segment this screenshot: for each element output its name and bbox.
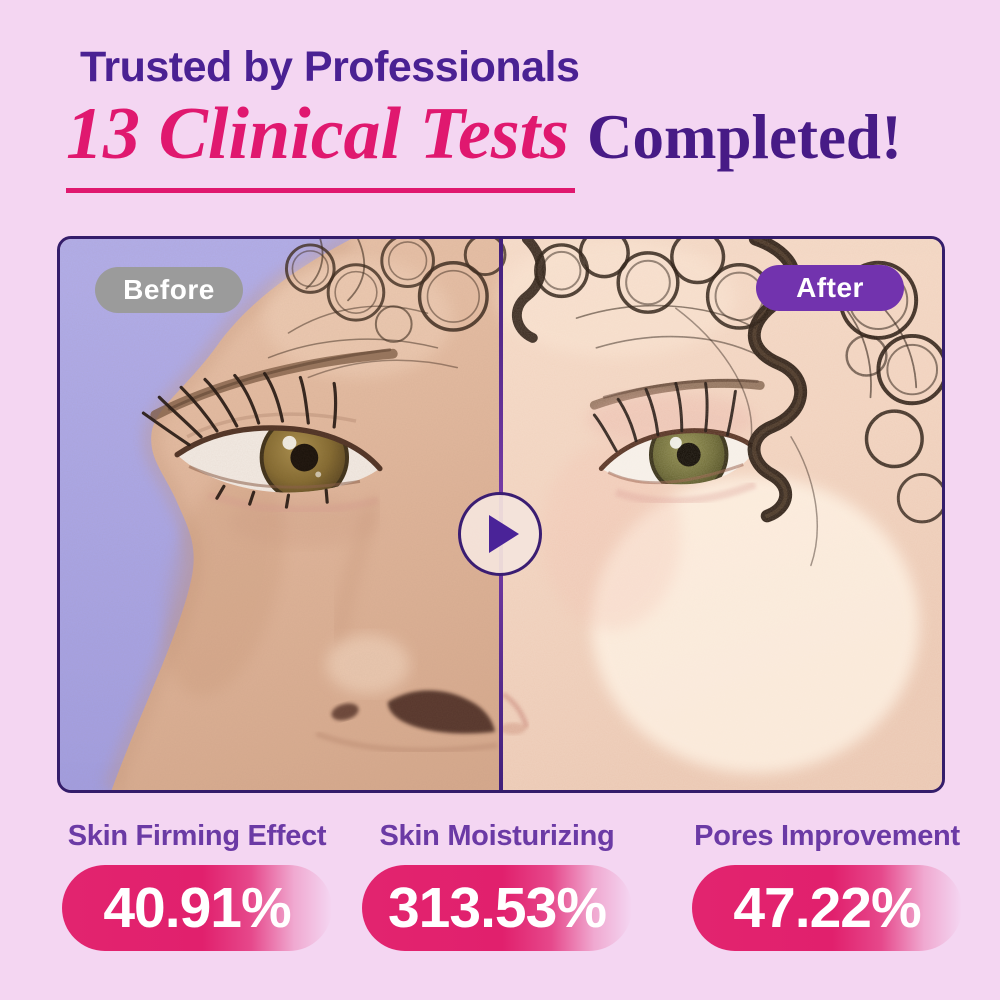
stat-value: 47.22% xyxy=(733,876,921,940)
headline-completed: Completed! xyxy=(587,102,902,172)
play-icon xyxy=(489,515,519,553)
stat-pill: 313.53% xyxy=(362,865,632,951)
face-photo-illustration xyxy=(60,239,942,790)
before-after-photo: Before After xyxy=(57,236,945,793)
stat-label: Skin Moisturizing xyxy=(379,820,615,852)
stat-pill: 40.91% xyxy=(62,865,332,951)
before-badge: Before xyxy=(95,267,243,313)
stat-value: 313.53% xyxy=(387,876,607,940)
after-badge-label: After xyxy=(796,272,864,303)
stat-label: Pores Improvement xyxy=(694,820,960,852)
play-button[interactable] xyxy=(458,492,542,576)
headline-tests: 13 Clinical Tests Completed! xyxy=(66,95,902,193)
stat-pores-improvement: Pores Improvement 47.22% xyxy=(692,820,962,951)
before-skin-texture xyxy=(60,239,502,790)
stat-value: 40.91% xyxy=(103,876,291,940)
stat-skin-firming: Skin Firming Effect 40.91% xyxy=(62,820,332,951)
headline-tests-highlight: 13 Clinical Tests xyxy=(66,95,576,193)
after-skin-texture xyxy=(501,239,942,790)
stat-pill: 47.22% xyxy=(692,865,962,951)
after-badge: After xyxy=(756,265,904,311)
stat-label: Skin Firming Effect xyxy=(67,820,327,852)
headline-trusted: Trusted by Professionals xyxy=(80,43,580,91)
before-badge-label: Before xyxy=(123,274,215,305)
stat-skin-moisturizing: Skin Moisturizing 313.53% xyxy=(362,820,632,951)
